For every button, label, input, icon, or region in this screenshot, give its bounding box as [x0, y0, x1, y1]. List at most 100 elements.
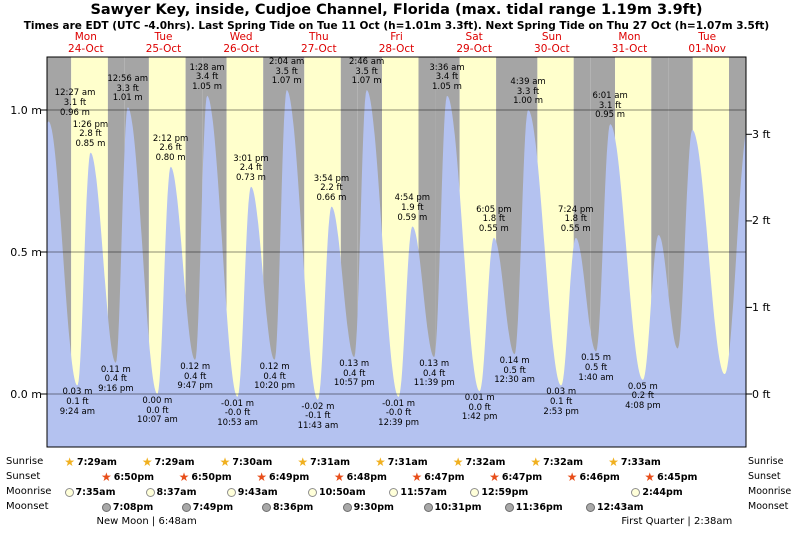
sunset-time: 6:46pm: [579, 471, 620, 483]
moonrise-time: 7:35am: [75, 486, 116, 498]
moonrise-icon: [64, 487, 74, 497]
moonset-icon: [101, 502, 111, 512]
annotation-line: 0.80 m: [155, 152, 186, 163]
day-label: Thu 27-Oct: [287, 31, 351, 55]
tide-low-annotation: 0.13 m 0.4 ft 10:57 pm: [326, 359, 382, 389]
annotation-line: 0.73 m: [235, 172, 266, 183]
moonrise-row-label: Moonrise: [6, 486, 52, 497]
day-date: 31-Oct: [611, 42, 648, 55]
annotation-line: 4:39 am: [510, 77, 546, 87]
sunset-icon: ★: [489, 470, 500, 484]
annotation-line: 1:28 am: [189, 62, 225, 73]
tide-high-annotation: 6:01 am 3.1 ft 0.95 m: [582, 92, 638, 121]
sunset-entry: ★ 6:47pm: [411, 470, 464, 484]
annotation-line: 3.3 ft: [116, 83, 139, 94]
annotation-line: 0.96 m: [60, 107, 90, 118]
annotation-line: 1.8 ft: [482, 214, 506, 225]
annotation-line: 0.0 ft: [468, 402, 491, 413]
day-date: 26-Oct: [223, 42, 259, 55]
plot-border: [46, 56, 747, 448]
tide-low-annotation: 0.14 m 0.5 ft 12:30 am: [487, 357, 543, 386]
moonset-entry: 7:49pm: [181, 500, 233, 514]
moonset-time: 11:36pm: [515, 501, 563, 513]
sunrise-time: 7:29am: [154, 456, 195, 468]
annotation-line: 3.4 ft: [195, 72, 219, 83]
annotation-line: -0.01 m: [221, 398, 255, 409]
tide-low-annotation: 0.03 m 0.1 ft 2:53 pm: [533, 388, 589, 417]
moonset-time: 9:30pm: [353, 501, 394, 513]
annotation-line: 0.03 m: [546, 387, 577, 398]
annotation-line: 1.05 m: [192, 81, 223, 92]
annotation-line: 9:24 am: [59, 406, 96, 417]
sunrise-entry: ★ 7:29am: [64, 455, 117, 469]
annotation-line: 3.3 ft: [516, 86, 540, 97]
annotation-line: -0.01 m: [382, 398, 416, 409]
moonset-time: 12:43am: [596, 501, 644, 513]
annotation-line: 7:24 pm: [558, 204, 594, 215]
tide-high-annotation: 2:04 am 3.5 ft 1.07 m: [259, 58, 315, 87]
sunrise-entry: ★ 7:32am: [530, 455, 583, 469]
annotation-line: 10:20 pm: [254, 381, 296, 392]
sunrise-icon: ★: [530, 455, 542, 469]
day-weekday: Wed: [229, 31, 253, 43]
moon-phase-label: New Moon | 6:48am: [96, 516, 197, 527]
sunrise-icon: ★: [141, 455, 153, 469]
annotation-line: 0.55 m: [560, 223, 591, 234]
y-axis-right-label: 3 ft: [752, 127, 771, 141]
tide-high-annotation: 4:39 am 3.3 ft 1.00 m: [500, 77, 556, 107]
day-label: Mon 31-Oct: [598, 31, 662, 55]
annotation-line: 1.8 ft: [564, 214, 587, 225]
annotation-line: 0.2 ft: [631, 391, 655, 402]
annotation-line: 12:27 am: [54, 88, 96, 99]
tide-curve: [47, 90, 746, 447]
sunset-entry: ★ 6:46pm: [567, 470, 620, 484]
tide-low-annotation: 0.01 m 0.0 ft 1:42 pm: [452, 394, 508, 423]
page-subtitle: Times are EDT (UTC -4.0hrs). Last Spring…: [23, 20, 770, 32]
annotation-line: 0.59 m: [397, 212, 428, 223]
moonrise-icon: [226, 487, 236, 497]
tide-high-annotation: 7:24 pm 1.8 ft 0.55 m: [548, 204, 604, 235]
annotation-line: 1.07 m: [351, 76, 382, 87]
tide-low-annotation: 0.15 m 0.5 ft 1:40 am: [568, 354, 624, 383]
sunrise-icon: ★: [374, 455, 386, 469]
y-axis-left-label: 1.0 m: [10, 103, 42, 117]
moonrise-entry: 8:37am: [145, 485, 197, 499]
moonrise-entry: 7:35am: [64, 485, 116, 499]
annotation-line: 11:43 am: [297, 420, 339, 431]
moonset-time: 7:08pm: [112, 501, 154, 513]
sunset-time: 6:45pm: [657, 471, 698, 483]
day-date: 30-Oct: [534, 42, 570, 55]
annotation-line: 6:01 am: [592, 91, 628, 102]
moonrise-entry: 11:57am: [389, 485, 447, 499]
tide-low-annotation: 0.13 m 0.4 ft 11:39 pm: [406, 359, 462, 389]
tide-high-annotation: 1:26 pm 2.8 ft 0.85 m: [62, 120, 118, 150]
sunrise-icon: ★: [608, 455, 619, 469]
annotation-line: 0.00 m: [142, 396, 173, 406]
annotation-line: 0.12 m: [180, 361, 211, 372]
sunrise-time: 7:33am: [620, 456, 661, 468]
tide-high-annotation: 4:54 pm 1.9 ft 0.59 m: [384, 194, 440, 223]
day-label: Sat 29-Oct: [442, 31, 506, 55]
annotation-line: 4:08 pm: [625, 400, 661, 411]
annotation-line: 2:53 pm: [543, 406, 579, 417]
tide-low-annotation: -0.01 m -0.0 ft 12:39 pm: [371, 398, 427, 429]
annotation-line: 0.4 ft: [343, 368, 366, 379]
sunset-entry: ★ 6:48pm: [334, 470, 387, 484]
sunset-icon: ★: [100, 470, 112, 484]
annotation-line: 3:36 am: [429, 62, 465, 73]
day-weekday: Fri: [390, 31, 403, 43]
tide-high-annotation: 3:36 am 3.4 ft 1.05 m: [419, 62, 475, 93]
moonset-row-label: Moonset: [748, 501, 789, 512]
moon-phase-label: First Quarter | 2:38am: [621, 516, 733, 527]
sunrise-time: 7:29am: [76, 456, 117, 468]
sunset-entry: ★ 6:49pm: [256, 470, 309, 484]
annotation-line: 3.1 ft: [598, 100, 622, 111]
sunrise-entry: ★ 7:30am: [220, 455, 273, 469]
moonrise-icon: [145, 487, 155, 497]
sunset-time: 6:50pm: [191, 471, 232, 483]
moonrise-time: 9:43am: [237, 486, 278, 498]
annotation-line: 0.12 m: [259, 361, 290, 372]
annotation-line: 1.9 ft: [401, 203, 424, 214]
day-weekday: Tue: [698, 31, 717, 43]
